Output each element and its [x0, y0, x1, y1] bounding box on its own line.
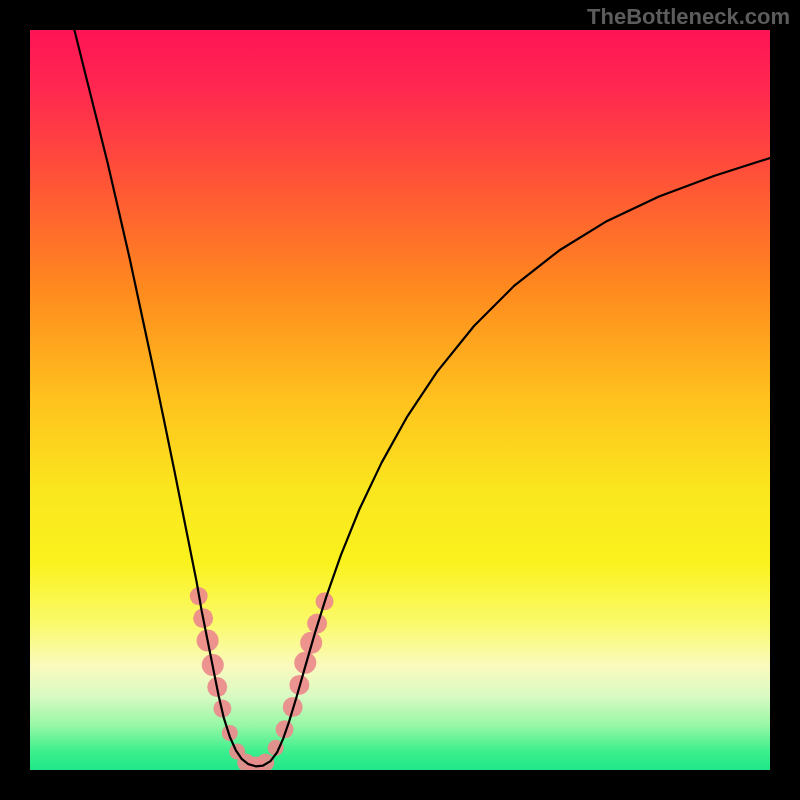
svg-point-13 — [256, 754, 274, 772]
svg-rect-2 — [30, 30, 770, 770]
